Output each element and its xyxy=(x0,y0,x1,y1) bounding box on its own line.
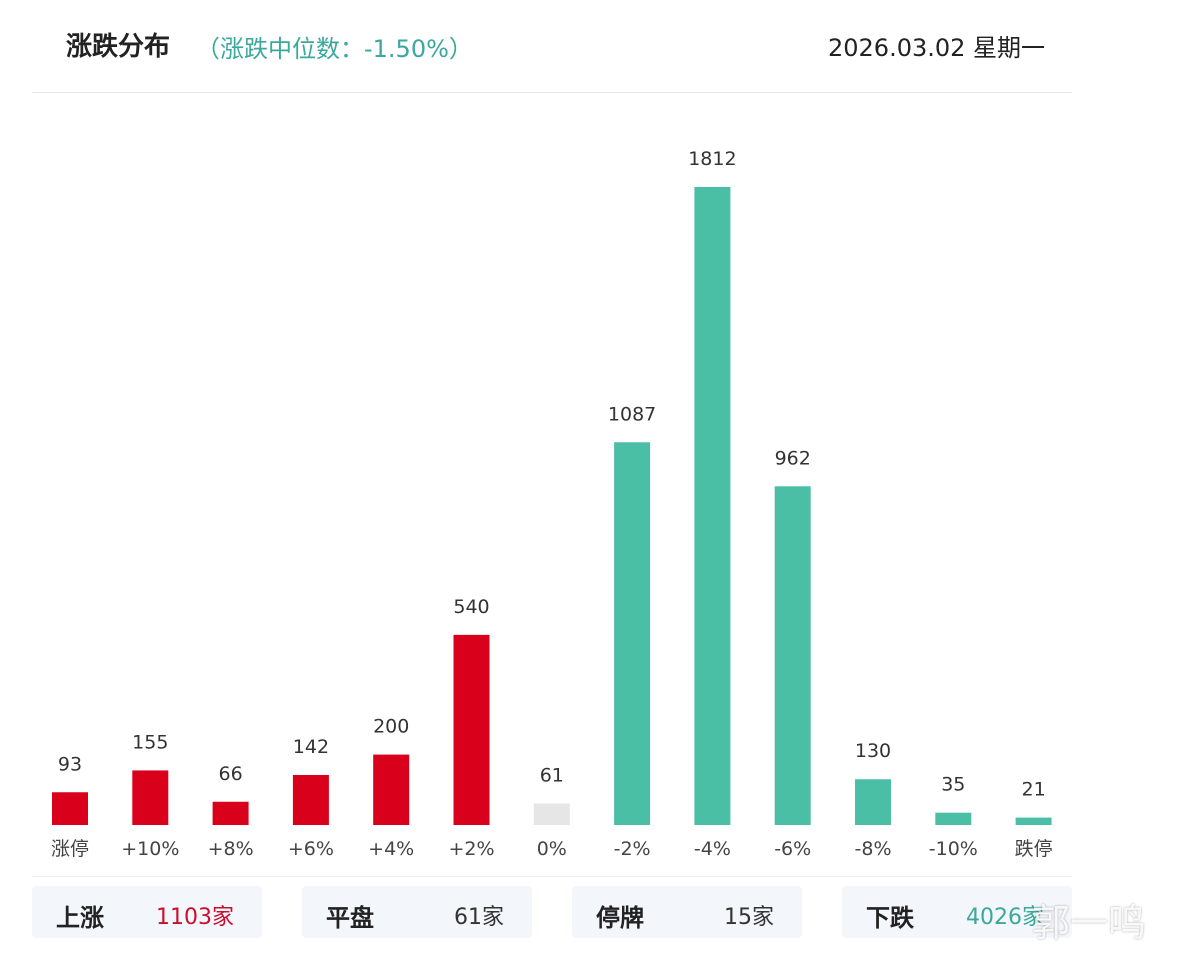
summary-suspended-label: 停牌 xyxy=(596,904,644,932)
bar-value-label: 1812 xyxy=(688,148,736,170)
distribution-bar-chart: 93 涨停 155 +10% 66 +8% 142 +6% 200 +4% 540 +2% 61 0% 10… xyxy=(51,148,1053,860)
bar-value-label: 21 xyxy=(1022,779,1046,801)
summary-rise-label: 上涨 xyxy=(56,904,104,932)
category-tick-label: +8% xyxy=(208,838,254,860)
bar-4 xyxy=(373,754,410,825)
bar-value-label: 155 xyxy=(132,731,168,753)
bar-12 xyxy=(1015,817,1052,825)
bar-0 xyxy=(52,792,88,825)
summary-fall: 下跌 4026家 xyxy=(842,886,1072,938)
summary-flat-label: 平盘 xyxy=(326,904,374,932)
category-tick-label: +2% xyxy=(448,838,494,860)
bar-value-label: 1087 xyxy=(608,403,656,425)
bar-2 xyxy=(212,801,249,825)
bar-8 xyxy=(694,187,731,825)
summary-fall-value: 4026家 xyxy=(966,905,1044,930)
category-tick-label: +6% xyxy=(288,838,334,860)
summary-flat-value: 61家 xyxy=(454,905,504,930)
header-divider xyxy=(32,92,1072,93)
bar-7 xyxy=(614,442,651,825)
category-tick-label: +4% xyxy=(368,838,414,860)
bar-value-label: 962 xyxy=(775,447,811,469)
summary-divider xyxy=(32,876,1072,877)
bar-9 xyxy=(774,486,811,825)
bar-value-label: 142 xyxy=(293,736,329,758)
category-tick-label: 跌停 xyxy=(1015,838,1053,860)
category-tick-label: -6% xyxy=(774,838,811,860)
bar-value-label: 200 xyxy=(373,716,409,738)
bar-value-label: 130 xyxy=(855,740,891,762)
author-watermark: 郭一鸣 xyxy=(1032,901,1147,945)
header: 涨跌分布 （涨跌中位数：-1.50%） 2026.03.02 星期一 xyxy=(0,0,1186,92)
bar-3 xyxy=(292,775,329,825)
bar-6 xyxy=(533,803,570,825)
category-tick-label: +10% xyxy=(121,838,179,860)
category-tick-label: 0% xyxy=(537,838,567,860)
category-tick-label: -2% xyxy=(614,838,651,860)
category-tick-label: -8% xyxy=(855,838,892,860)
bar-value-label: 540 xyxy=(453,596,489,618)
category-tick-label: 涨停 xyxy=(51,838,89,860)
bar-10 xyxy=(855,779,891,825)
bar-value-label: 35 xyxy=(941,774,965,796)
summary-suspended: 停牌 15家 xyxy=(572,886,802,938)
summary-rise: 上涨 1103家 xyxy=(32,886,262,938)
bar-5 xyxy=(453,634,490,825)
summary-rise-value: 1103家 xyxy=(156,905,234,930)
median-change-subtitle: （涨跌中位数：-1.50%） xyxy=(196,35,473,63)
date-label: 2026.03.02 星期一 xyxy=(828,34,1046,62)
bar-11 xyxy=(935,812,972,825)
category-tick-label: -10% xyxy=(929,838,978,860)
bar-value-label: 93 xyxy=(58,753,82,775)
category-tick-label: -4% xyxy=(694,838,731,860)
summary-flat: 平盘 61家 xyxy=(302,886,532,938)
chart-title: 涨跌分布 xyxy=(66,32,171,62)
bar-value-label: 66 xyxy=(219,763,243,785)
bar-1 xyxy=(132,770,169,825)
summary-fall-label: 下跌 xyxy=(866,904,914,932)
summary-suspended-value: 15家 xyxy=(724,905,774,930)
bar-value-label: 61 xyxy=(540,765,564,787)
